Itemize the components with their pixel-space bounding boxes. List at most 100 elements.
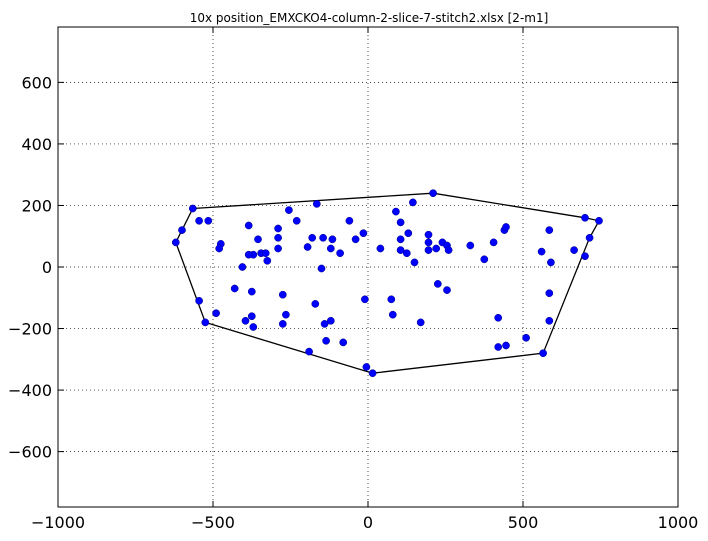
data-point [410,258,419,267]
data-point [545,316,554,325]
data-point [247,312,256,321]
data-point [494,343,503,351]
data-point [585,233,594,242]
data-point [537,247,546,256]
y-tick-label: −200 [8,320,52,339]
data-point [368,369,377,378]
data-point [263,256,272,265]
data-point [238,263,247,271]
y-axis-tick-labels: −600 −400 −200 0 200 400 600 [8,73,52,461]
data-point [322,336,330,345]
data-point [303,243,312,251]
data-point [249,323,258,331]
data-point [274,244,282,253]
data-point [282,310,290,319]
data-point [345,216,354,225]
data-point [489,238,498,247]
data-point [328,235,337,244]
data-point [317,264,326,273]
data-point [494,313,503,322]
data-point [311,300,320,308]
y-tick-label: 200 [21,196,52,215]
data-point [502,223,510,231]
data-point [396,235,405,244]
axis-ticks [57,27,679,507]
data-point [547,258,555,267]
y-tick-label: −600 [8,443,52,462]
y-tick-label: 0 [42,258,52,277]
data-point [308,233,317,242]
data-point [502,341,510,350]
data-point [396,246,405,254]
x-tick-label: −500 [191,513,235,532]
x-tick-label: 500 [508,513,539,532]
data-point [230,284,239,293]
data-point [278,320,287,328]
data-point [319,233,327,242]
data-point [195,296,203,305]
data-point [285,206,293,214]
data-point [424,238,433,247]
data-point [278,290,287,299]
x-tick-label: −1000 [31,513,85,532]
data-point [404,229,413,238]
data-point [522,333,530,342]
x-tick-label: 0 [363,513,373,532]
data-point [188,204,197,213]
data-point [244,250,253,259]
data-point [292,216,301,225]
data-point [312,200,321,208]
data-points [171,189,603,378]
chart-title: 10x position_EMXCKO4-column-2-slice-7-st… [190,11,549,25]
data-point [254,235,262,244]
grid-lines [58,27,678,507]
data-point [480,255,489,264]
data-point [247,287,256,296]
y-tick-label: 600 [21,73,52,92]
data-point [241,316,250,325]
data-point [339,338,348,347]
data-point [244,221,253,230]
data-point [362,363,371,371]
data-point [376,244,385,253]
data-point [581,213,589,222]
data-point [212,309,220,318]
data-point [429,189,437,198]
data-point [581,252,589,261]
data-point [570,246,578,254]
data-point [388,310,397,319]
data-point [402,249,411,258]
y-tick-label: 400 [21,135,52,154]
data-point [424,246,433,254]
data-point [261,249,270,258]
x-axis-tick-labels: −1000 −500 0 500 1000 [31,513,698,532]
data-point [595,216,603,225]
data-point [171,238,180,247]
data-point [195,216,203,225]
data-point [204,216,213,225]
data-point [359,229,368,238]
data-point [396,218,405,227]
data-point [466,241,475,250]
data-point [326,244,335,253]
data-point [178,226,186,234]
x-tick-label: 1000 [658,513,699,532]
data-point [351,235,360,244]
data-point [444,246,453,254]
data-point [424,230,433,239]
data-point [433,280,442,288]
data-point [215,244,224,253]
data-point [545,289,554,298]
data-point [274,233,282,242]
data-point [361,295,369,304]
data-point [416,318,425,327]
data-point [387,295,396,304]
data-point [305,347,313,356]
data-point [201,318,210,327]
convex-hull-outline [175,192,600,374]
data-point [443,286,451,294]
y-tick-label: −400 [8,381,52,400]
data-point [320,320,329,328]
data-point [326,316,335,325]
